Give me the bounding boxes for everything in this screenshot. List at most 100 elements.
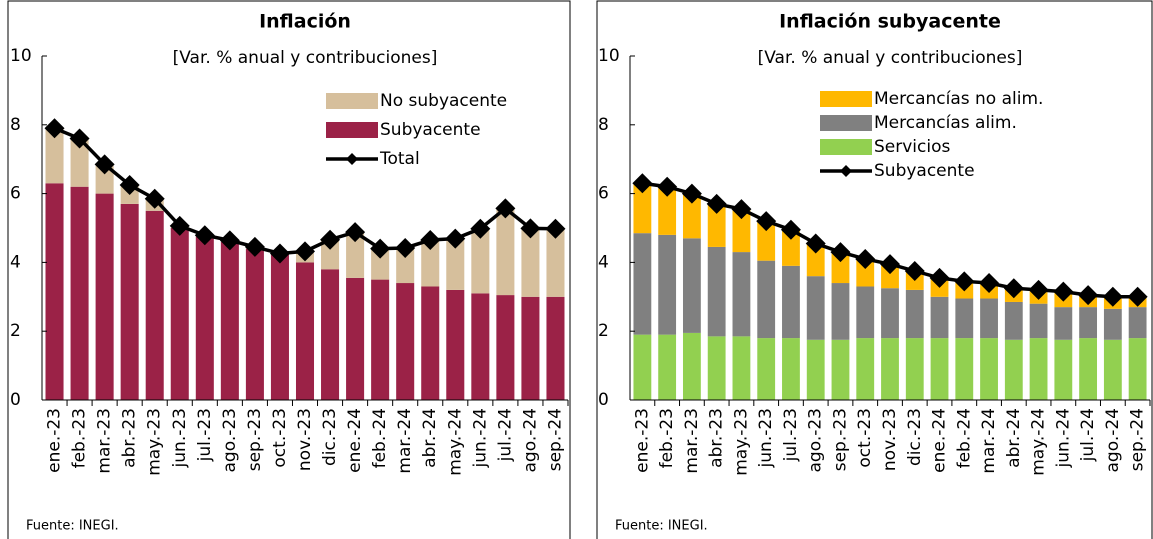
legend-swatch — [820, 139, 872, 155]
x-tick-label: dic.-23 — [905, 408, 925, 466]
y-tick-label: 0 — [10, 390, 21, 410]
line-marker — [1102, 286, 1123, 307]
y-tick-label: 2 — [598, 321, 609, 341]
bar-segment — [446, 289, 465, 400]
x-tick-label: ene.-23 — [632, 408, 652, 473]
x-tick-label: mar.-23 — [95, 408, 115, 474]
line-marker — [445, 228, 466, 249]
bar-segment — [421, 286, 440, 400]
x-tick-label: jul.-24 — [495, 408, 515, 462]
bar-segment — [633, 334, 652, 400]
line-marker — [632, 173, 653, 194]
bar-segment — [831, 252, 850, 284]
chart-title: Inflación — [259, 11, 351, 33]
line-marker — [756, 211, 777, 232]
x-tick-label: nov.-23 — [295, 408, 315, 471]
bar-segment — [270, 253, 289, 400]
bar-segment — [446, 238, 465, 290]
x-tick-label: dic.-23 — [320, 408, 340, 466]
bar-segment — [1079, 307, 1098, 339]
bar-segment — [732, 336, 751, 400]
bar-segment — [346, 277, 365, 400]
bar-segment — [1054, 339, 1073, 400]
bar-segment — [658, 334, 677, 400]
bar-segment — [195, 236, 214, 400]
x-tick-label: ene.-24 — [930, 408, 950, 473]
bar-segment — [980, 338, 998, 400]
bar-segment — [546, 296, 565, 400]
bar-segment — [682, 332, 701, 400]
bar-segment — [955, 338, 974, 400]
line-marker — [731, 199, 752, 220]
bar-segment — [70, 138, 89, 187]
x-tick-label: jul.-23 — [195, 408, 215, 462]
line-marker — [1028, 279, 1049, 300]
bar-segment — [1128, 338, 1147, 400]
bar-segment — [682, 193, 701, 239]
line-marker — [244, 236, 265, 257]
panel-border — [7, 0, 571, 539]
x-tick-label: nov.-23 — [880, 408, 900, 471]
bar-segment — [757, 221, 776, 261]
x-tick-label: jun.-23 — [170, 408, 190, 468]
legend-marker — [840, 165, 852, 177]
line-marker — [1078, 285, 1099, 306]
bar-segment — [980, 298, 998, 339]
line-marker — [979, 273, 1000, 294]
bar-segment — [245, 248, 264, 400]
line-marker — [119, 175, 140, 195]
line-marker — [94, 154, 115, 175]
legend-marker — [346, 153, 358, 165]
y-tick-label: 6 — [10, 184, 21, 204]
bar-segment — [732, 252, 751, 337]
x-tick-label: jun.-24 — [470, 408, 490, 468]
chart-subtitle: [Var. % anual y contribuciones] — [173, 48, 438, 68]
bar-segment — [806, 276, 825, 340]
y-tick-label: 10 — [598, 46, 620, 66]
x-tick-label: may.-24 — [1029, 408, 1049, 476]
bar-segment — [45, 128, 64, 184]
bar-segment — [633, 183, 652, 234]
bar-segment — [120, 203, 139, 400]
line-marker — [320, 229, 341, 250]
bar-segment — [782, 265, 800, 339]
bar-segment — [421, 240, 440, 287]
x-tick-label: ago.-24 — [1103, 408, 1123, 472]
x-tick-label: feb.-23 — [70, 408, 90, 468]
bar-segment — [633, 233, 652, 335]
legend-label: Total — [379, 149, 420, 169]
line-marker — [681, 183, 702, 204]
y-tick-label: 4 — [598, 252, 609, 272]
bar-segment — [521, 228, 540, 297]
line-marker — [520, 218, 541, 239]
legend-swatch — [820, 115, 872, 131]
bar-segment — [658, 234, 677, 335]
bar-segment — [1128, 307, 1147, 339]
x-tick-label: sep.-23 — [830, 408, 850, 471]
legend-swatch — [326, 122, 378, 138]
x-tick-label: oct.-23 — [270, 408, 290, 468]
x-tick-label: ago.-24 — [520, 408, 540, 472]
x-tick-label: abr.-23 — [120, 408, 140, 468]
bar-segment — [1029, 303, 1048, 339]
bar-segment — [1029, 338, 1048, 400]
bar-segment — [170, 228, 189, 400]
line-marker — [44, 118, 65, 139]
x-tick-label: feb.-24 — [954, 408, 974, 468]
line-marker — [954, 271, 975, 292]
line-marker — [1127, 286, 1148, 307]
x-tick-label: sep.-24 — [545, 408, 565, 471]
bar-segment — [496, 295, 515, 400]
source: Fuente: INEGI. — [615, 519, 708, 534]
legend-swatch — [820, 91, 872, 107]
line-marker — [657, 176, 678, 197]
legend-label: Mercancías alim. — [874, 113, 1017, 133]
line-marker — [269, 243, 290, 264]
line-marker — [144, 188, 165, 209]
bar-segment — [881, 264, 899, 289]
bar-segment — [220, 241, 239, 400]
bar-segment — [782, 229, 800, 266]
line-marker — [805, 233, 826, 254]
